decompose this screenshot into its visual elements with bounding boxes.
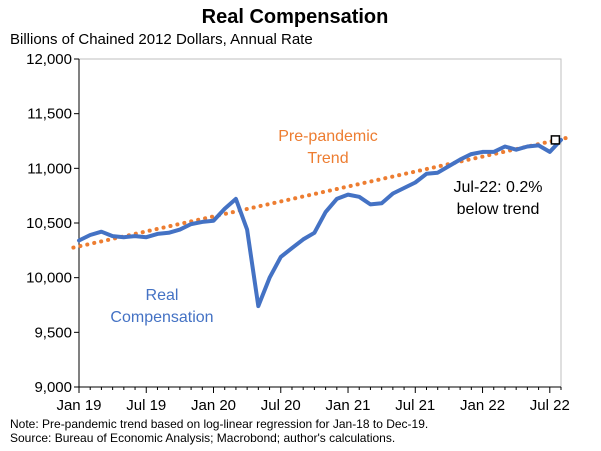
x-tick-label: Jan 20 — [191, 397, 236, 414]
gap-annotation-line1: Jul-22: 0.2% — [454, 179, 543, 196]
compensation-series-label-line2: Compensation — [110, 309, 213, 326]
real-compensation-line — [77, 137, 563, 309]
gap-annotation-line2: below trend — [457, 201, 540, 218]
footnote-source: Source: Bureau of Economic Analysis; Mac… — [10, 431, 395, 445]
trend-series-label-line1: Pre-pandemic — [278, 128, 378, 145]
y-tick-label: 12,000 — [26, 51, 72, 68]
y-tick-label: 11,000 — [27, 160, 72, 177]
x-tick-label: Jan 19 — [56, 397, 101, 414]
chart-subtitle: Billions of Chained 2012 Dollars, Annual… — [10, 31, 313, 48]
x-tick-label: Jul 20 — [261, 397, 301, 414]
series-layer — [71, 134, 575, 309]
y-tick-label: 9,000 — [34, 379, 72, 396]
x-tick-label: Jul 22 — [530, 397, 570, 414]
trend-line — [71, 134, 575, 250]
footnote-note: Note: Pre-pandemic trend based on log-li… — [10, 417, 428, 431]
y-tick-label: 10,000 — [26, 270, 72, 287]
x-axis: Jan 19 Jul 19 Jan 20 Jul 20 Jan 21 Jul 21 Jan … — [56, 386, 570, 414]
x-tick-label: Jul 21 — [395, 397, 435, 414]
x-tick-label: Jan 22 — [460, 397, 505, 414]
y-tick-label: 11,500 — [27, 106, 72, 123]
compensation-series-label-line1: Real — [146, 287, 179, 304]
endpoint-marker — [550, 135, 561, 145]
y-axis: 9,000 9,500 10,000 10,500 11,000 11,500 12,000 — [26, 51, 80, 396]
y-tick-label: 10,500 — [26, 215, 72, 232]
x-tick-label: Jan 21 — [325, 397, 370, 414]
y-tick-label: 9,500 — [34, 324, 72, 341]
x-tick-label: Jul 19 — [126, 397, 166, 414]
chart-title: Real Compensation — [202, 6, 389, 28]
trend-series-label-line2: Trend — [307, 150, 348, 167]
